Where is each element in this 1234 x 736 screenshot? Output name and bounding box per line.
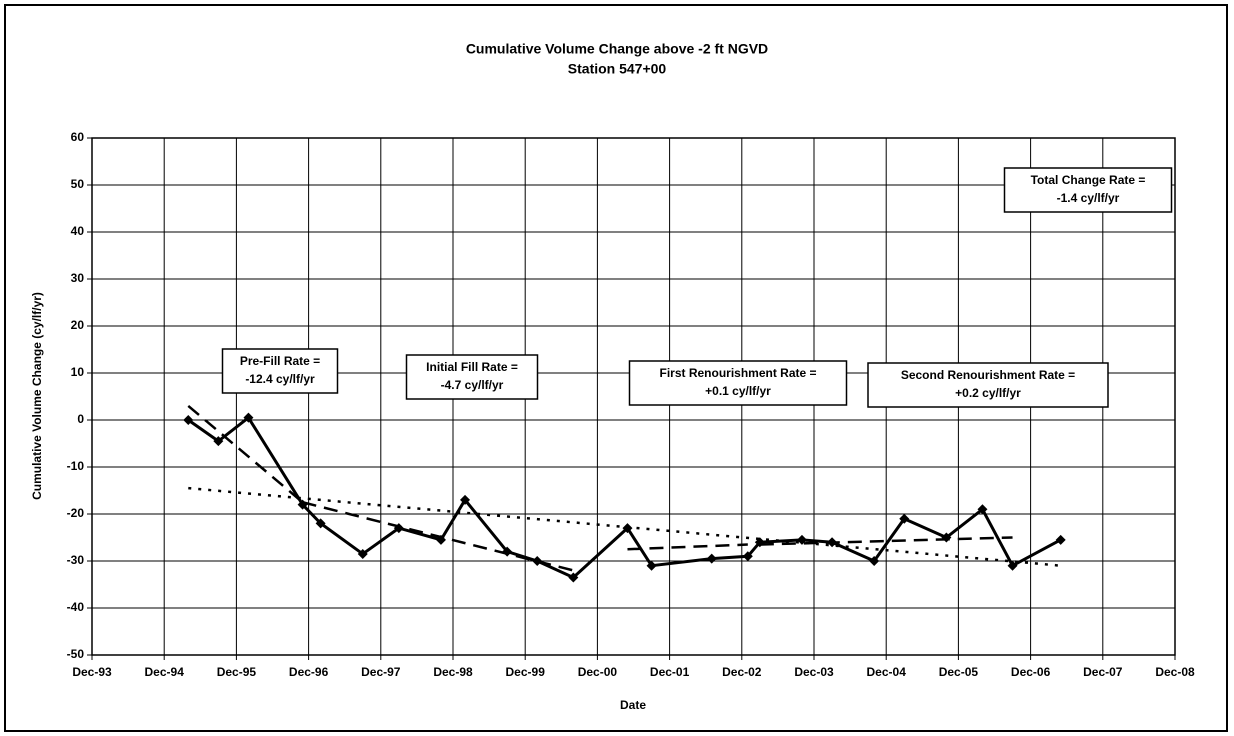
x-tick-label: Dec-98: [433, 665, 473, 679]
x-tick-label: Dec-93: [72, 665, 112, 679]
annotation-box: [1003, 167, 1173, 213]
dashed-line: [187, 404, 304, 504]
annotation-text: Pre-Fill Rate =: [240, 354, 320, 368]
dashed-line: [302, 501, 574, 572]
annotation-text: +0.1 cy/lf/yr: [705, 384, 771, 398]
annotation-box: [867, 362, 1109, 408]
marker: [568, 572, 579, 583]
x-tick-label: Dec-08: [1155, 665, 1195, 679]
marker: [899, 513, 910, 524]
x-tick-label: Dec-03: [794, 665, 834, 679]
x-tick-label: Dec-05: [939, 665, 979, 679]
chart-subtitle: Station 547+00: [568, 61, 667, 77]
x-tick-label: Dec-99: [506, 665, 546, 679]
x-tick-label: Dec-07: [1083, 665, 1123, 679]
x-tick-label: Dec-01: [650, 665, 690, 679]
y-tick-label: 20: [71, 318, 85, 332]
marker: [706, 553, 717, 564]
annotation-text: Total Change Rate =: [1031, 173, 1146, 187]
marker: [183, 415, 194, 425]
marker: [213, 436, 224, 447]
x-axis-label: Date: [620, 698, 646, 712]
marker: [243, 412, 254, 423]
y-tick-label: 50: [71, 177, 85, 191]
marker: [460, 494, 471, 505]
marker: [315, 518, 326, 529]
marker: [357, 548, 368, 559]
annotation-text: -4.7 cy/lf/yr: [441, 378, 504, 392]
marker: [646, 560, 657, 571]
annotation-text: -12.4 cy/lf/yr: [245, 372, 315, 386]
y-tick-label: -20: [67, 506, 85, 520]
y-tick-label: -10: [67, 459, 85, 473]
annotation-text: First Renourishment Rate =: [659, 366, 816, 380]
x-tick-label: Dec-95: [217, 665, 257, 679]
annotation-text: Second Renourishment Rate =: [901, 368, 1075, 382]
x-tick-label: Dec-04: [867, 665, 907, 679]
annotation-box: [405, 354, 539, 400]
y-axis-label: Cumulative Volume Change (cy/lf/yr): [30, 292, 44, 500]
annotation-box: [628, 360, 848, 406]
x-tick-label: Dec-06: [1011, 665, 1051, 679]
annotation-text: +0.2 cy/lf/yr: [955, 386, 1021, 400]
dashed-line: [627, 543, 748, 551]
y-tick-label: 30: [71, 271, 85, 285]
marker: [742, 551, 753, 562]
y-tick-label: 10: [71, 365, 85, 379]
x-tick-label: Dec-97: [361, 665, 401, 679]
y-tick-label: -50: [67, 647, 85, 661]
y-tick-label: -40: [67, 600, 85, 614]
x-tick-label: Dec-94: [145, 665, 185, 679]
x-tick-label: Dec-02: [722, 665, 762, 679]
annotation-box: [221, 348, 339, 394]
y-tick-label: 60: [71, 130, 85, 144]
y-tick-label: 40: [71, 224, 85, 238]
annotation-text: Initial Fill Rate =: [426, 360, 518, 374]
x-tick-label: Dec-96: [289, 665, 329, 679]
y-tick-label: -30: [67, 553, 85, 567]
marker: [1055, 534, 1066, 545]
y-tick-label: 0: [77, 412, 84, 426]
annotation-text: -1.4 cy/lf/yr: [1057, 191, 1120, 205]
marker: [869, 556, 880, 566]
marker: [977, 504, 988, 515]
chart-title: Cumulative Volume Change above -2 ft NGV…: [466, 41, 768, 57]
marker: [532, 556, 543, 566]
dashed-line: [759, 536, 1013, 546]
x-tick-label: Dec-00: [578, 665, 618, 679]
marker: [1007, 560, 1018, 571]
